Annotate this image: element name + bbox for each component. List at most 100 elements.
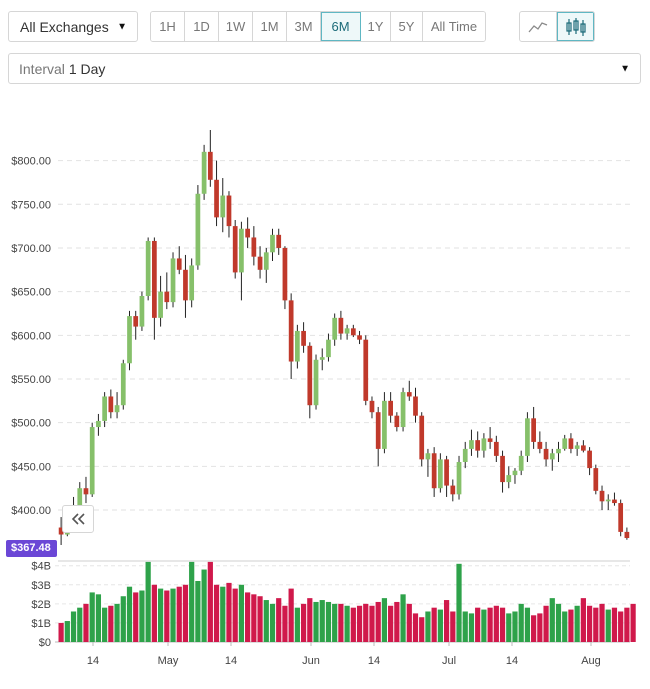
- candle-body: [145, 240, 151, 296]
- volume-bar: [599, 603, 605, 642]
- candle-body: [605, 499, 611, 502]
- candlestick-icon: [565, 17, 586, 36]
- candle-body: [350, 328, 356, 336]
- volume-bar: [574, 605, 580, 642]
- volume-bar: [562, 611, 568, 642]
- range-button-3m[interactable]: 3M: [287, 12, 321, 41]
- candle-body: [195, 193, 201, 266]
- candle-body: [344, 328, 350, 334]
- chevron-down-icon: ▼: [620, 63, 630, 74]
- candlestick-button[interactable]: [557, 12, 594, 41]
- volume-tick-label: $0: [39, 637, 51, 649]
- volume-bar: [294, 607, 300, 642]
- candle-body: [139, 296, 145, 327]
- candle-body: [462, 448, 468, 462]
- range-button-1m[interactable]: 1M: [253, 12, 287, 41]
- candle-body: [444, 459, 449, 486]
- range-button-1d[interactable]: 1D: [185, 12, 219, 41]
- volume-bar: [493, 605, 499, 642]
- candle-body: [58, 527, 64, 535]
- volume-bar: [356, 605, 363, 642]
- volume-bar: [313, 601, 319, 642]
- candle-body: [612, 499, 617, 504]
- volume-bar: [83, 603, 89, 642]
- candle-body: [568, 438, 574, 449]
- candle-body: [506, 475, 512, 483]
- candle-body: [431, 453, 437, 489]
- range-button-1w[interactable]: 1W: [219, 12, 253, 41]
- candle-body: [493, 441, 499, 456]
- x-tick-label: 14: [87, 655, 99, 667]
- candle-body: [369, 400, 375, 413]
- candle-body: [332, 317, 338, 340]
- volume-bar: [456, 563, 462, 642]
- range-button-all-time[interactable]: All Time: [423, 12, 485, 41]
- current-price-badge: $367.48: [6, 540, 57, 557]
- volume-bar: [139, 590, 145, 642]
- chevron-down-icon: ▼: [117, 21, 127, 32]
- volume-bar: [350, 607, 356, 642]
- candle-body: [201, 151, 207, 194]
- candle-body: [239, 228, 244, 273]
- candle-body: [481, 438, 487, 451]
- volume-bar: [151, 584, 157, 642]
- line-chart-button[interactable]: [520, 12, 557, 41]
- x-tick-label: 14: [506, 655, 518, 667]
- candle-body: [133, 316, 139, 327]
- candle-body: [587, 450, 592, 469]
- volume-bar: [406, 603, 412, 642]
- volume-bar: [624, 607, 630, 642]
- volume-bar: [263, 600, 269, 642]
- volume-bar: [487, 607, 493, 642]
- y-tick-label: $500.00: [11, 418, 51, 430]
- range-button-6m[interactable]: 6M: [321, 12, 361, 41]
- volume-bar: [611, 607, 618, 642]
- candle-body: [475, 440, 481, 451]
- range-button-5y[interactable]: 5Y: [391, 12, 423, 41]
- volume-bar: [431, 607, 437, 642]
- interval-dropdown[interactable]: Interval 1 Day ▼: [8, 53, 641, 84]
- volume-bar: [195, 580, 201, 642]
- y-tick-label: $450.00: [11, 461, 51, 473]
- candle-body: [456, 462, 462, 495]
- collapse-panel-button[interactable]: [62, 505, 94, 533]
- range-button-1y[interactable]: 1Y: [361, 12, 391, 41]
- y-tick-label: $550.00: [11, 374, 51, 386]
- range-button-1h[interactable]: 1H: [151, 12, 185, 41]
- volume-bar: [126, 586, 133, 642]
- volume-bar: [95, 594, 102, 642]
- volume-bar: [269, 603, 276, 642]
- volume-bar: [499, 607, 506, 642]
- candle-body: [543, 448, 549, 460]
- exchange-dropdown[interactable]: All Exchanges ▼: [8, 11, 138, 42]
- candle-body: [382, 400, 387, 449]
- candle-body: [77, 488, 83, 506]
- candle-body: [599, 490, 605, 502]
- candle-body: [263, 252, 269, 270]
- x-tick-label: Jul: [442, 655, 456, 667]
- volume-bar: [108, 605, 114, 642]
- volume-bar: [226, 582, 232, 642]
- interval-prefix: Interval: [19, 61, 65, 77]
- candle-body: [537, 441, 543, 449]
- candle-body: [170, 258, 176, 303]
- candle-body: [120, 363, 126, 406]
- candle-body: [251, 237, 257, 257]
- candle-body: [326, 339, 331, 358]
- volume-bar: [182, 584, 189, 642]
- candle-body: [83, 488, 89, 495]
- volume-bar: [338, 603, 344, 642]
- volume-bar: [531, 615, 537, 642]
- volume-bar: [77, 607, 83, 642]
- volume-bar: [506, 613, 512, 642]
- candle-body: [176, 258, 182, 270]
- y-tick-label: $700.00: [11, 243, 51, 255]
- volume-bar: [605, 609, 611, 642]
- candle-body: [158, 291, 163, 318]
- volume-bar: [468, 613, 475, 642]
- candle-body: [581, 445, 586, 451]
- price-chart[interactable]: $400.00 $450.00 $500.00 $550.00 $600.00 $650.…: [0, 100, 650, 689]
- volume-tick-label: $2B: [31, 599, 51, 611]
- volume-bar: [524, 607, 531, 642]
- candle-body: [207, 151, 213, 180]
